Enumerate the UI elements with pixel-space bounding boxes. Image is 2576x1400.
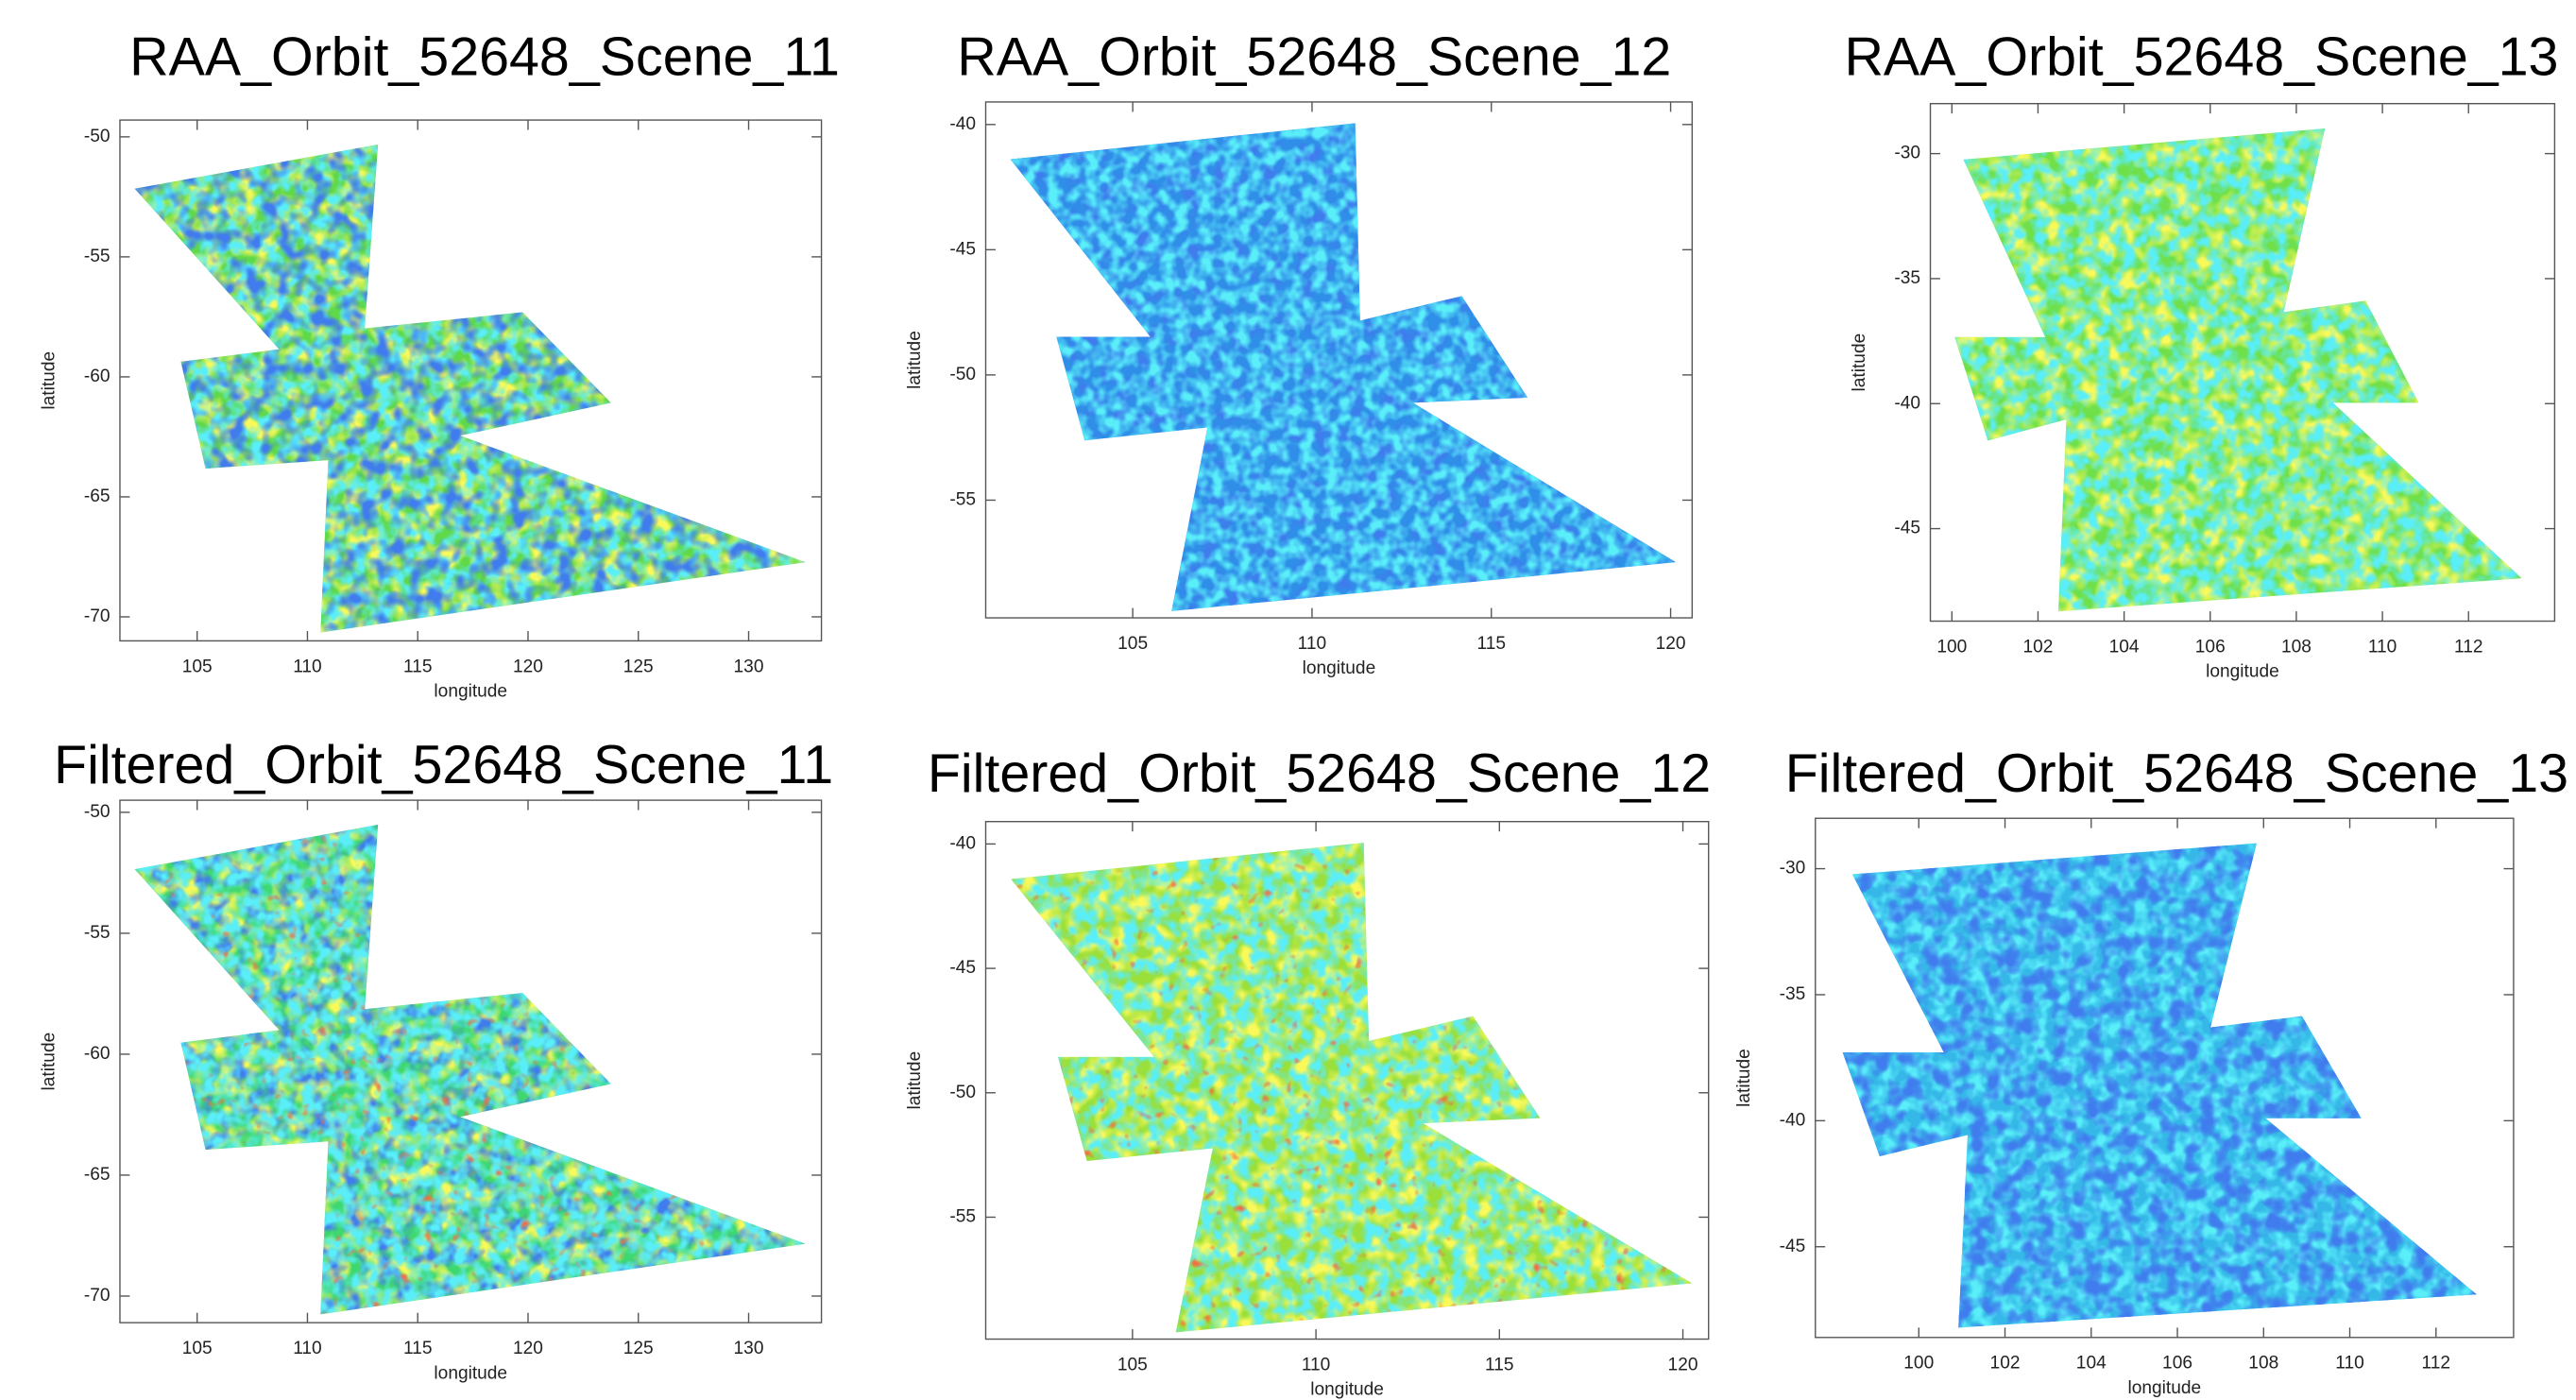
x-axis-label: longitude — [434, 1363, 507, 1383]
x-axis-label: longitude — [2206, 662, 2279, 682]
x-tick-label: 120 — [1668, 1355, 1698, 1374]
chart-title: RAA_Orbit_52648_Scene_13 — [1844, 27, 2558, 88]
y-tick-label: -50 — [949, 1083, 976, 1102]
swath-texture — [134, 825, 806, 1315]
x-tick-label: 110 — [1302, 1355, 1331, 1374]
x-tick-label: 102 — [1990, 1354, 2021, 1374]
y-axis-label: latitude — [39, 351, 59, 410]
y-tick-label: -45 — [949, 239, 976, 259]
y-tick-label: -70 — [84, 606, 111, 626]
x-axis-label: longitude — [1310, 1380, 1384, 1400]
y-tick-label: -45 — [1780, 1237, 1806, 1256]
x-tick-label: 120 — [513, 657, 543, 676]
y-tick-label: -40 — [1780, 1110, 1806, 1130]
y-tick-label: -45 — [949, 958, 976, 978]
y-tick-label: -40 — [1894, 393, 1920, 413]
swath-texture — [1842, 843, 2477, 1328]
y-tick-label: -40 — [949, 114, 976, 134]
y-tick-label: -50 — [84, 127, 111, 146]
x-tick-label: 110 — [293, 1339, 322, 1358]
x-tick-label: 110 — [293, 657, 322, 676]
swath-texture — [1010, 123, 1677, 611]
x-tick-label: 105 — [1117, 1355, 1148, 1374]
x-tick-label: 110 — [2368, 637, 2397, 657]
x-tick-label: 115 — [1476, 634, 1506, 654]
plot-frame — [1815, 817, 2515, 1339]
chart-title: RAA_Orbit_52648_Scene_11 — [129, 27, 840, 88]
x-tick-label: 102 — [2022, 637, 2053, 657]
x-tick-label: 112 — [2454, 637, 2483, 657]
x-axis-label: longitude — [2128, 1378, 2202, 1398]
plot-frame — [984, 101, 1694, 619]
x-tick-label: 130 — [734, 1339, 764, 1358]
y-tick-label: -35 — [1894, 268, 1920, 288]
plot-frame — [1929, 102, 2556, 623]
y-tick-label: -70 — [84, 1286, 111, 1306]
x-tick-label: 100 — [1903, 1354, 1934, 1374]
x-tick-label: 115 — [1485, 1355, 1514, 1374]
plot-frame — [984, 821, 1710, 1340]
x-tick-label: 108 — [2248, 1354, 2278, 1374]
chart-title: RAA_Orbit_52648_Scene_12 — [957, 27, 1671, 88]
chart-title: Filtered_Orbit_52648_Scene_13 — [1785, 743, 2568, 804]
x-tick-label: 130 — [734, 657, 764, 676]
y-tick-label: -50 — [84, 802, 111, 822]
x-tick-label: 106 — [2162, 1354, 2192, 1374]
y-tick-label: -55 — [84, 247, 111, 266]
x-tick-label: 115 — [403, 1339, 433, 1358]
swath-texture — [1011, 843, 1693, 1333]
y-axis-label: latitude — [1734, 1049, 1754, 1107]
y-tick-label: -60 — [84, 1044, 111, 1064]
y-axis-label: latitude — [905, 331, 925, 389]
x-tick-label: 112 — [2422, 1354, 2451, 1374]
x-tick-label: 120 — [513, 1339, 543, 1358]
y-tick-label: -50 — [949, 365, 976, 384]
y-tick-label: -30 — [1894, 144, 1920, 163]
x-tick-label: 110 — [1298, 634, 1327, 654]
chart-title: Filtered_Orbit_52648_Scene_12 — [928, 743, 1711, 804]
chart-title: Filtered_Orbit_52648_Scene_11 — [54, 735, 833, 795]
y-axis-label: latitude — [1850, 333, 1869, 392]
y-axis-label: latitude — [39, 1033, 59, 1091]
x-tick-label: 110 — [2335, 1354, 2364, 1374]
y-tick-label: -35 — [1780, 984, 1806, 1004]
y-tick-label: -65 — [84, 1165, 111, 1185]
x-tick-label: 105 — [182, 1339, 213, 1358]
x-tick-label: 108 — [2281, 637, 2312, 657]
swath-texture — [134, 144, 806, 633]
x-tick-label: 105 — [1117, 634, 1148, 654]
y-axis-label: latitude — [905, 1051, 925, 1110]
swath-texture — [1954, 128, 2522, 612]
x-tick-label: 125 — [623, 657, 654, 676]
x-tick-label: 100 — [1936, 637, 1967, 657]
y-tick-label: -45 — [1894, 519, 1920, 538]
y-tick-label: -55 — [84, 923, 111, 943]
y-tick-label: -30 — [1780, 859, 1806, 879]
y-tick-label: -40 — [949, 833, 976, 853]
y-tick-label: -55 — [949, 489, 976, 509]
x-axis-label: longitude — [1303, 658, 1376, 678]
x-tick-label: 104 — [2076, 1354, 2107, 1374]
y-tick-label: -60 — [84, 367, 111, 386]
x-axis-label: longitude — [434, 682, 507, 702]
plot-frame — [119, 799, 823, 1323]
x-tick-label: 125 — [623, 1339, 654, 1358]
x-tick-label: 106 — [2195, 637, 2226, 657]
x-tick-label: 104 — [2109, 637, 2140, 657]
plot-frame — [119, 119, 823, 642]
y-tick-label: -65 — [84, 487, 111, 506]
y-tick-label: -55 — [949, 1207, 976, 1227]
x-tick-label: 120 — [1656, 634, 1686, 654]
x-tick-label: 105 — [182, 657, 213, 676]
x-tick-label: 115 — [403, 657, 433, 676]
